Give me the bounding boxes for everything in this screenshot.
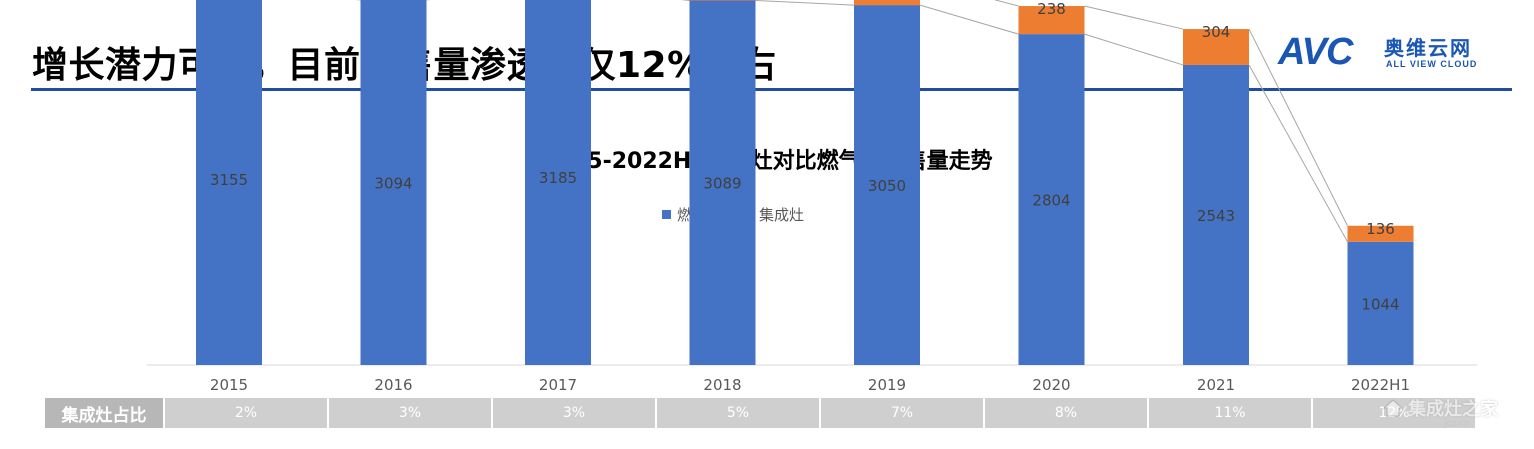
- x-tick-label: 2022H1: [1351, 376, 1410, 394]
- bar-gas: [689, 0, 756, 366]
- bar-integrated: [1018, 6, 1085, 35]
- share-row: 集成灶占比 2% 3% 3% 5% 7% 8% 11% 12%: [45, 398, 1477, 428]
- series-line-gas: [755, 0, 855, 6]
- series-line-integrated: [1248, 28, 1348, 226]
- data-label-integrated: 238: [1037, 0, 1066, 18]
- legend-swatch-gas: [662, 209, 671, 219]
- bar-gas: [854, 5, 920, 365]
- share-row-label: 集成灶占比: [45, 398, 163, 428]
- data-label-gas: 2804: [1032, 192, 1070, 210]
- series-line-integrated: [1084, 5, 1184, 30]
- share-cell: 5%: [657, 398, 819, 428]
- logo-mark: AVC: [1278, 31, 1353, 73]
- series-line-gas: [1084, 33, 1184, 66]
- data-label-integrated: 91: [384, 0, 403, 1]
- share-cell: 3%: [329, 398, 491, 428]
- data-label-gas: 3185: [539, 169, 577, 187]
- avc-logo: AVC 奥维云网 ALL VIEW CLOUD: [1278, 32, 1514, 76]
- share-cell: 8%: [985, 398, 1147, 428]
- x-tick-label: 2016: [374, 376, 412, 394]
- data-label-gas: 3094: [374, 174, 412, 192]
- data-label-gas: 3155: [210, 171, 248, 189]
- data-label-gas: 1044: [1361, 295, 1399, 313]
- watermark: 集成灶之家 jcz.cn: [1382, 393, 1512, 433]
- data-label-integrated: 304: [1202, 23, 1231, 41]
- data-label-integrated: 136: [1366, 220, 1395, 238]
- share-cell: 11%: [1149, 398, 1311, 428]
- share-cell: 3%: [493, 398, 655, 428]
- series-line-gas: [919, 4, 1019, 35]
- x-tick-label: 2015: [210, 376, 248, 394]
- bar-integrated: [854, 0, 920, 6]
- x-tick-label: 2018: [703, 376, 741, 394]
- watermark-url: jcz.cn: [1444, 419, 1470, 429]
- legend-label-integrated: 集成灶: [759, 205, 805, 224]
- series-line-integrated: [993, 0, 1019, 7]
- bar-gas: [360, 0, 427, 366]
- bar-gas: [525, 0, 591, 365]
- x-tick-label: 2021: [1197, 376, 1235, 394]
- data-label-gas: 3050: [868, 177, 906, 195]
- bar-gas: [1183, 64, 1249, 366]
- title-divider: [31, 88, 1512, 91]
- share-cell: 2%: [165, 398, 327, 428]
- bar-integrated: [1183, 29, 1249, 65]
- x-tick-label: 2019: [868, 376, 906, 394]
- logo-subtitle: ALL VIEW CLOUD: [1386, 59, 1478, 69]
- house-icon: [1382, 399, 1404, 417]
- bar-gas: [1018, 34, 1085, 366]
- bar-gas: [196, 0, 262, 366]
- watermark-text: 集成灶之家: [1408, 399, 1498, 420]
- share-cell: 7%: [821, 398, 983, 428]
- data-label-gas: 3089: [703, 175, 741, 193]
- x-tick-label: 2020: [1032, 376, 1070, 394]
- data-label-gas: 2543: [1197, 207, 1235, 225]
- x-tick-label: 2017: [539, 376, 577, 394]
- series-line-gas: [1248, 64, 1348, 243]
- bar-integrated: [1347, 225, 1414, 242]
- bar-gas: [1347, 241, 1414, 365]
- logo-name: 奥维云网: [1384, 36, 1472, 60]
